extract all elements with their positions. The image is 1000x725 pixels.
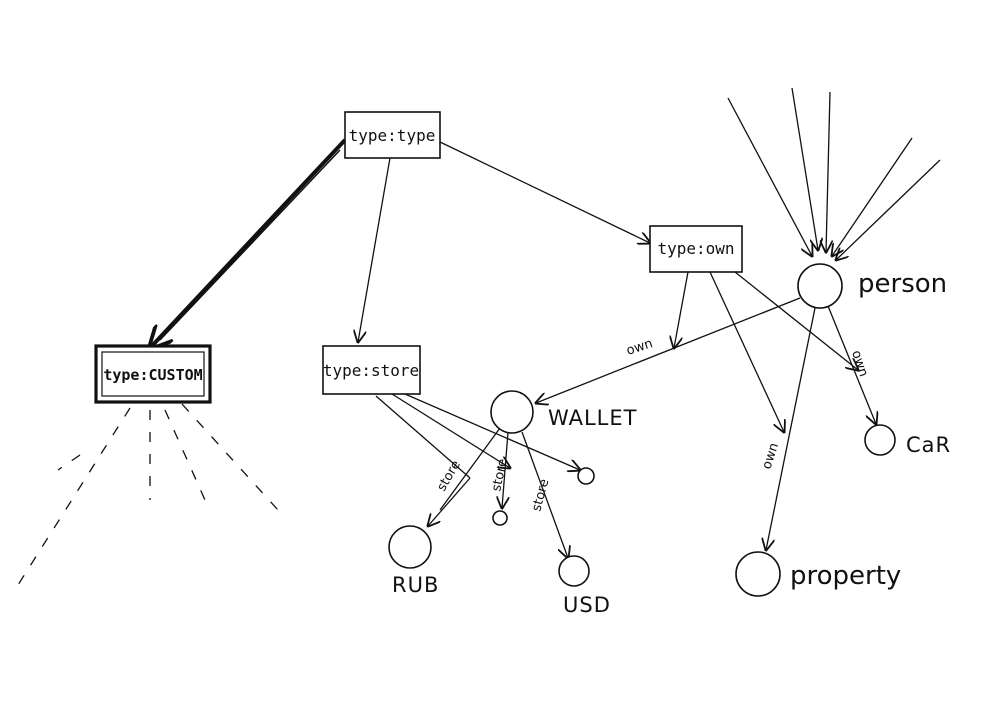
node-type-own-label: type:own <box>657 239 734 258</box>
node-usd: USD <box>558 555 611 617</box>
node-car: CaR <box>864 424 951 457</box>
node-type-type-label: type:type <box>349 126 436 145</box>
edge-own-a <box>674 271 689 348</box>
node-type-own: type:own <box>649 225 743 273</box>
node-wallet: WALLET <box>490 390 637 434</box>
node-property: property <box>735 551 901 597</box>
edge-type-own <box>439 141 650 243</box>
edge-person-car <box>827 305 876 424</box>
edge-wallet-usd <box>521 431 568 558</box>
node-small-a <box>492 510 508 526</box>
node-rub: RUB <box>388 525 439 597</box>
edge-person-property <box>766 307 816 550</box>
node-type-store: type:store <box>322 345 421 395</box>
edge-label-store-rub: store <box>434 458 463 494</box>
incoming-person-edges <box>727 87 941 260</box>
node-usd-label: USD <box>563 593 611 617</box>
edge-person-wallet <box>536 297 801 403</box>
node-type-custom: type:CUSTOM <box>94 344 212 404</box>
edge-store-rub <box>375 395 471 479</box>
node-car-label: CaR <box>906 433 951 457</box>
node-type-store-label: type:store <box>323 361 419 380</box>
edge-store-small2 <box>404 393 580 470</box>
edge-store-small <box>391 393 510 468</box>
edge-own-b <box>709 271 784 432</box>
node-type-custom-label: type:CUSTOM <box>103 366 202 384</box>
edge-wallet-small <box>502 431 508 508</box>
node-rub-label: RUB <box>392 573 439 597</box>
node-property-label: property <box>790 561 901 591</box>
edge-label-own-property: own <box>760 441 783 471</box>
node-wallet-label: WALLET <box>548 406 637 430</box>
edge-label-own-wallet: own <box>625 336 655 359</box>
edge-type-custom <box>150 138 347 348</box>
edge-own-c <box>729 267 858 370</box>
edge-type-store <box>358 157 391 342</box>
node-person: person <box>797 263 947 309</box>
node-small-b <box>577 467 595 485</box>
edge-label-store-small: store <box>489 458 511 493</box>
node-type-type: type:type <box>344 111 441 159</box>
edge-wallet-rub <box>439 427 501 511</box>
node-person-label: person <box>858 269 947 299</box>
edge-label-store-usd: store <box>529 477 552 513</box>
custom-dashed-lines <box>17 403 279 586</box>
